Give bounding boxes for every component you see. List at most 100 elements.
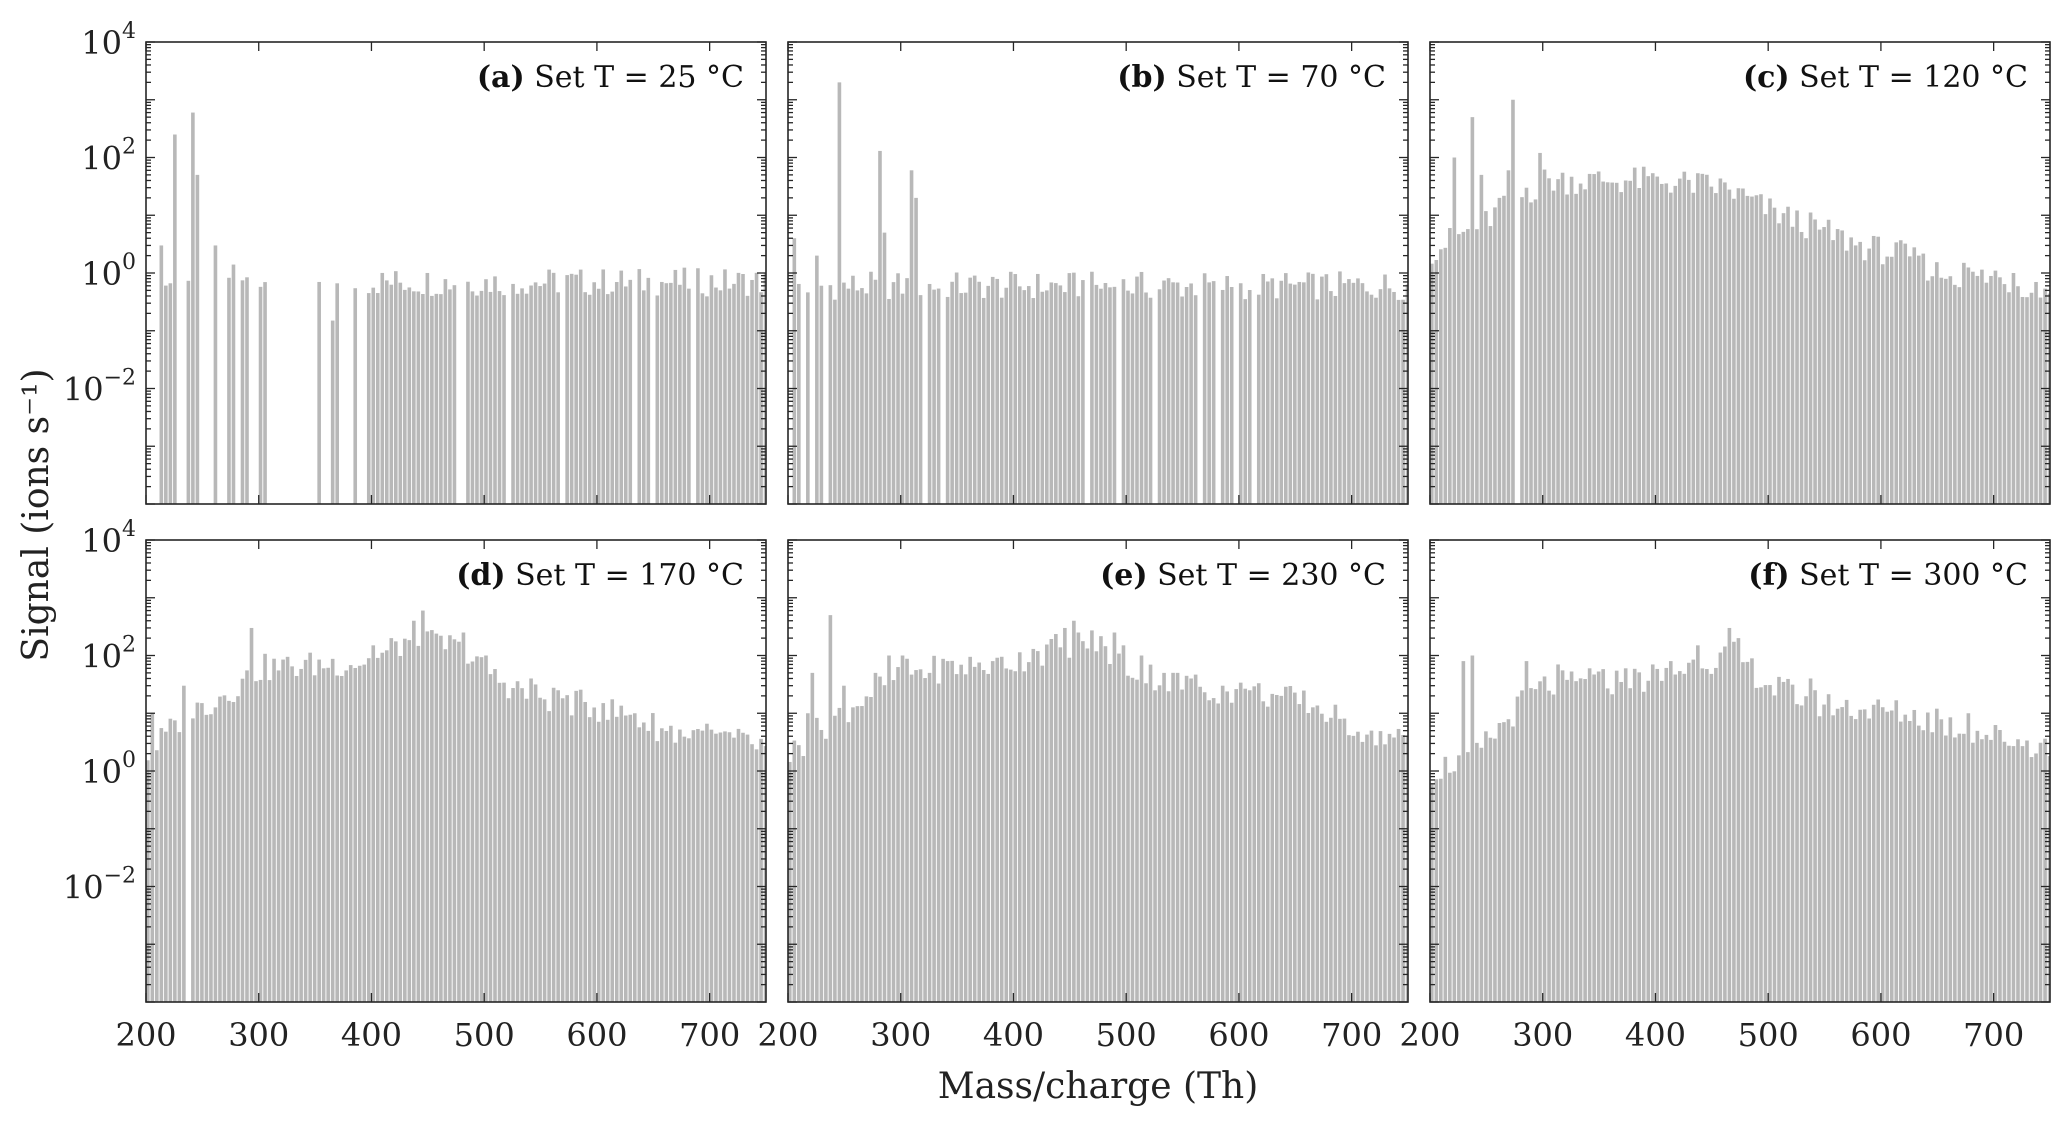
bar — [1894, 242, 1899, 504]
x-tick-label: 300 — [228, 1016, 289, 1054]
bar — [1311, 273, 1315, 504]
bar — [1338, 718, 1342, 1002]
chart-panels: (a) Set T = 25 °C 104 102 100 10−2 (b) Set T … — [63, 19, 2051, 1054]
bar — [709, 275, 714, 504]
bar — [150, 713, 155, 1002]
bar — [1475, 742, 1479, 1002]
bar — [1912, 247, 1917, 504]
bar — [1732, 198, 1736, 504]
bar — [1962, 733, 1966, 1002]
chart-panel: (a) Set T = 25 °C 104 102 100 10−2 — [63, 19, 767, 505]
bar — [1157, 289, 1162, 504]
bar — [1808, 212, 1813, 504]
bar — [1619, 192, 1623, 504]
bar — [745, 734, 750, 1002]
bar — [1560, 172, 1565, 504]
bar — [1939, 277, 1944, 504]
bar — [1387, 733, 1392, 1002]
bar — [1193, 674, 1198, 1002]
bar — [569, 715, 574, 1002]
x-tick-label: 400 — [983, 1016, 1044, 1054]
axes-frame — [145, 41, 767, 505]
bar — [1569, 176, 1574, 504]
bar — [430, 630, 434, 1002]
bar — [1853, 245, 1858, 504]
bar — [421, 294, 425, 504]
bar — [2020, 746, 2025, 1002]
bar — [384, 280, 389, 504]
bar — [646, 730, 651, 1002]
bar — [1984, 282, 1989, 504]
bar — [601, 269, 606, 504]
bar — [1202, 692, 1207, 1002]
bar — [529, 285, 533, 504]
bar — [959, 664, 963, 1002]
bar — [999, 297, 1004, 504]
bar — [1036, 651, 1040, 1002]
chart-panel: (e) Set T = 230 °C 200 300 400 500 600 700 — [757, 539, 1409, 1054]
bar — [1592, 674, 1596, 1002]
bar — [484, 279, 488, 504]
bar — [1365, 734, 1369, 1002]
bar — [425, 272, 430, 504]
bar — [488, 291, 493, 504]
bar — [366, 658, 371, 1002]
bar — [1529, 202, 1533, 504]
bar — [556, 292, 560, 504]
bar — [1610, 694, 1614, 1002]
bar — [806, 292, 810, 504]
bar — [605, 719, 610, 1002]
bar — [736, 728, 741, 1002]
bar — [439, 294, 443, 504]
bar — [763, 746, 766, 1002]
bar — [1130, 677, 1135, 1002]
bar — [682, 736, 687, 1002]
axes-frame — [1429, 539, 2051, 1003]
bar — [1243, 299, 1248, 504]
bar — [1008, 669, 1013, 1002]
bar — [723, 731, 727, 1002]
bar — [1184, 287, 1189, 504]
bar — [1596, 671, 1601, 1002]
bar — [1031, 298, 1036, 504]
bar — [1284, 686, 1288, 1002]
bar — [1493, 207, 1497, 504]
bar — [932, 655, 936, 1002]
bar — [673, 269, 678, 504]
bar — [1889, 256, 1894, 504]
bar — [1094, 651, 1099, 1002]
bar — [1542, 676, 1547, 1002]
bar — [1993, 725, 1998, 1002]
bar — [682, 267, 687, 504]
bar — [1646, 680, 1651, 1002]
bar — [1184, 675, 1189, 1002]
bar — [1099, 636, 1103, 1002]
bar — [1461, 661, 1466, 1002]
bar-series — [1430, 99, 2050, 504]
bar — [837, 707, 842, 1002]
bar — [1948, 276, 1953, 504]
bar — [1506, 719, 1511, 1002]
bar — [1885, 256, 1890, 504]
bar — [520, 288, 524, 504]
bar — [1736, 188, 1741, 504]
bar — [705, 296, 709, 504]
bar — [380, 652, 385, 1002]
bar — [1293, 692, 1297, 1002]
bar — [470, 661, 475, 1002]
bar — [1601, 181, 1605, 504]
bar — [972, 275, 977, 504]
bar — [1623, 668, 1628, 1002]
bar — [538, 697, 542, 1002]
bar — [1587, 668, 1592, 1002]
bar — [1853, 719, 1858, 1002]
bar — [461, 632, 466, 1002]
bar — [1763, 214, 1768, 504]
bar — [1148, 297, 1153, 504]
axes-frame — [145, 539, 767, 1003]
bar — [326, 667, 330, 1002]
bar — [1202, 273, 1207, 504]
bar — [317, 281, 321, 504]
bar — [1718, 652, 1723, 1002]
bar — [1171, 672, 1175, 1002]
